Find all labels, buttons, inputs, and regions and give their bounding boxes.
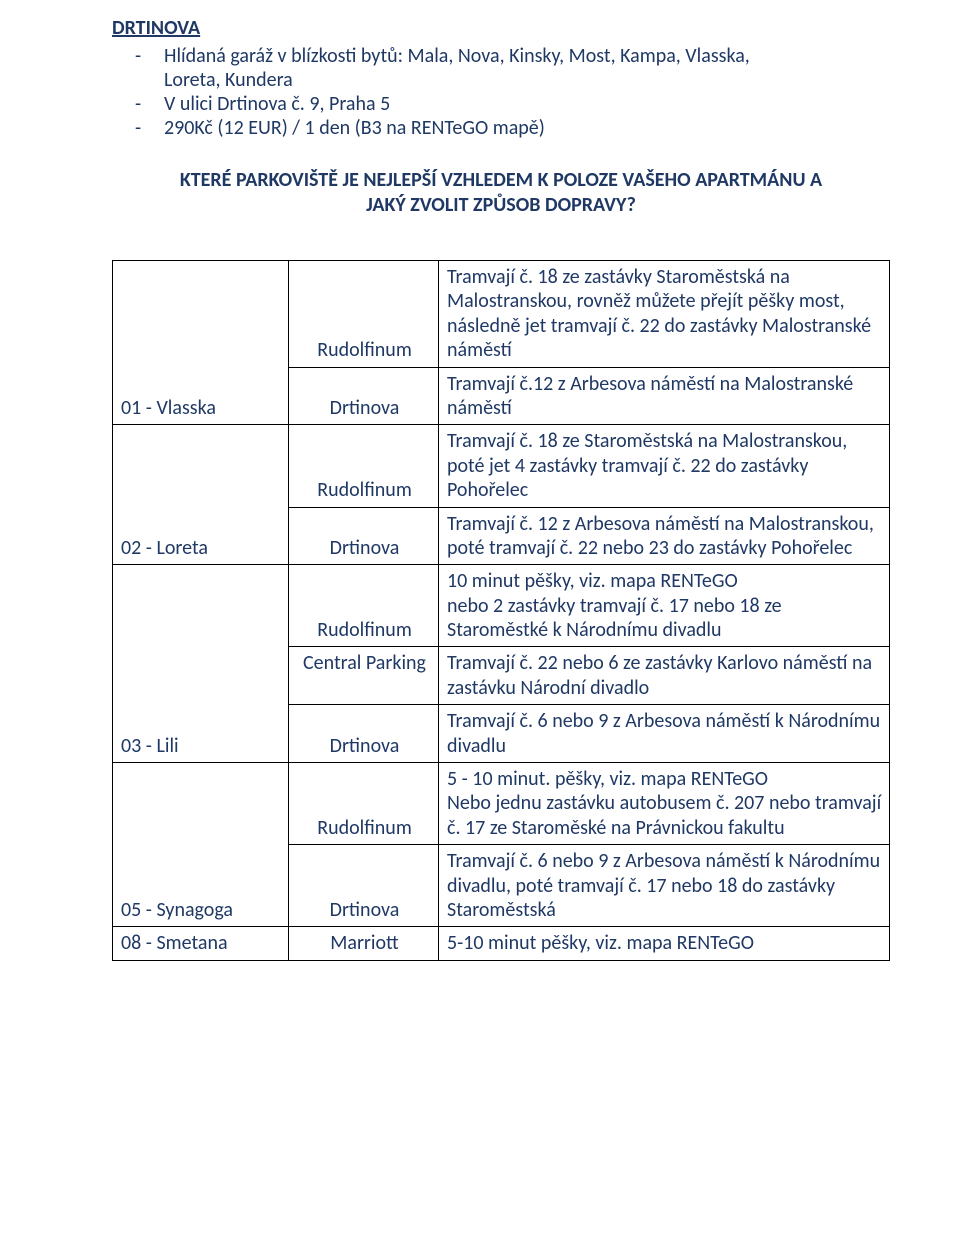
table-row: 02 - Loreta Rudolfinum Tramvají č. 18 ze… <box>113 425 890 507</box>
bullet-dash-icon: - <box>112 92 164 116</box>
location-cell: Rudolfinum <box>289 425 439 507</box>
question-heading: KTERÉ PARKOVIŠTĚ JE NEJLEPŠÍ VZHLEDEM K … <box>112 168 890 218</box>
bullet-text: 290Kč (12 EUR) / 1 den (B3 na RENTeGO ma… <box>164 116 890 140</box>
directions-cell: Tramvají č. 22 nebo 6 ze zastávky Karlov… <box>439 647 890 705</box>
directions-cell: 5-10 minut pěšky, viz. mapa RENTeGO <box>439 927 890 960</box>
bullet-text: Hlídaná garáž v blízkosti bytů: Mala, No… <box>164 44 890 68</box>
list-item: - V ulici Drtinova č. 9, Praha 5 <box>112 92 890 116</box>
directions-cell: 10 minut pěšky, viz. mapa RENTeGOnebo 2 … <box>439 565 890 647</box>
schedule-table: 01 - Vlasska Rudolfinum Tramvají č. 18 z… <box>112 260 890 961</box>
location-cell: Drtinova <box>289 367 439 425</box>
document-page: DRTINOVA - Hlídaná garáž v blízkosti byt… <box>0 0 960 1233</box>
table-row: 01 - Vlasska Rudolfinum Tramvají č. 18 z… <box>113 261 890 368</box>
bullet-dash-icon: - <box>112 116 164 140</box>
apartment-cell: 03 - Lili <box>113 565 289 763</box>
location-cell: Rudolfinum <box>289 261 439 368</box>
section-heading: DRTINOVA <box>112 16 890 40</box>
table-row: 05 - Synagoga Rudolfinum 5 - 10 minut. p… <box>113 763 890 845</box>
table-row: 08 - Smetana Marriott 5-10 minut pěšky, … <box>113 927 890 960</box>
location-cell: Rudolfinum <box>289 565 439 647</box>
directions-cell: 5 - 10 minut. pěšky, viz. mapa RENTeGONe… <box>439 763 890 845</box>
question-line-2: JAKÝ ZVOLIT ZPŮSOB DOPRAVY? <box>366 193 636 217</box>
location-cell: Drtinova <box>289 705 439 763</box>
location-cell: Marriott <box>289 927 439 960</box>
apartment-cell: 05 - Synagoga <box>113 763 289 927</box>
bullet-text-continuation: Loreta, Kundera <box>164 68 890 92</box>
bullet-list: - Hlídaná garáž v blízkosti bytů: Mala, … <box>112 44 890 140</box>
question-line-1: KTERÉ PARKOVIŠTĚ JE NEJLEPŠÍ VZHLEDEM K … <box>180 168 822 192</box>
apartment-cell: 02 - Loreta <box>113 425 289 565</box>
apartment-cell: 01 - Vlasska <box>113 261 289 425</box>
bullet-text: V ulici Drtinova č. 9, Praha 5 <box>164 92 890 116</box>
table-row: 03 - Lili Rudolfinum 10 minut pěšky, viz… <box>113 565 890 647</box>
directions-cell: Tramvají č. 6 nebo 9 z Arbesova náměstí … <box>439 845 890 927</box>
location-cell: Central Parking <box>289 647 439 705</box>
bullet-dash-icon: - <box>112 44 164 68</box>
location-cell: Drtinova <box>289 507 439 565</box>
directions-cell: Tramvají č. 18 ze zastávky Staroměstská … <box>439 261 890 368</box>
location-cell: Drtinova <box>289 845 439 927</box>
directions-cell: Tramvají č. 6 nebo 9 z Arbesova náměstí … <box>439 705 890 763</box>
location-cell: Rudolfinum <box>289 763 439 845</box>
directions-cell: Tramvají č. 12 z Arbesova náměstí na Mal… <box>439 507 890 565</box>
list-item: - Hlídaná garáž v blízkosti bytů: Mala, … <box>112 44 890 68</box>
list-item: - 290Kč (12 EUR) / 1 den (B3 na RENTeGO … <box>112 116 890 140</box>
directions-cell: Tramvají č. 18 ze Staroměstská na Malost… <box>439 425 890 507</box>
directions-cell: Tramvají č.12 z Arbesova náměstí na Malo… <box>439 367 890 425</box>
apartment-cell: 08 - Smetana <box>113 927 289 960</box>
